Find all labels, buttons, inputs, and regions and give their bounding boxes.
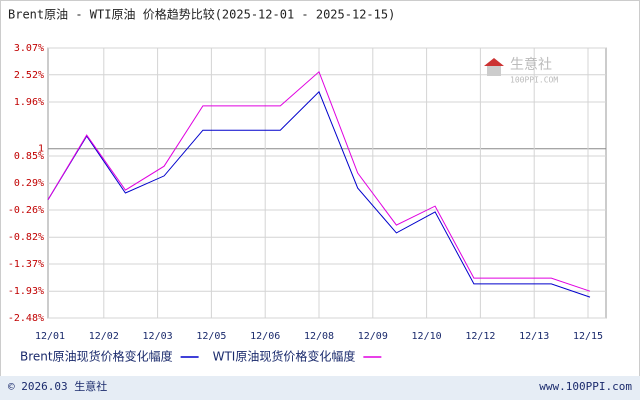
y-tick-label: 3.07% bbox=[14, 43, 44, 54]
y-tick-label: -1.37% bbox=[8, 259, 44, 270]
x-tick-label: 12/13 bbox=[519, 331, 549, 342]
x-tick-label: 12/10 bbox=[412, 331, 442, 342]
footer-band bbox=[0, 376, 640, 400]
legend-label: Brent原油现货价格变化幅度 bbox=[20, 349, 173, 364]
y-tick-label: -1.93% bbox=[8, 286, 44, 297]
y-tick-label: 1 bbox=[38, 144, 44, 155]
x-tick-label: 12/15 bbox=[573, 331, 603, 342]
legend-label: WTI原油现货价格变化幅度 bbox=[213, 349, 356, 364]
watermark-site: 100PPI.COM bbox=[510, 76, 558, 85]
y-tick-label: -0.26% bbox=[8, 205, 44, 216]
x-tick-label: 12/03 bbox=[143, 331, 173, 342]
x-tick-label: 12/02 bbox=[89, 331, 119, 342]
y-tick-label: -0.82% bbox=[8, 232, 44, 243]
x-tick-label: 12/05 bbox=[196, 331, 226, 342]
logo-house bbox=[487, 66, 501, 76]
x-tick-label: 12/09 bbox=[358, 331, 388, 342]
x-tick-label: 12/12 bbox=[465, 331, 495, 342]
watermark: 生意社 100PPI.COM bbox=[484, 56, 558, 85]
y-tick-label: 0.85% bbox=[14, 151, 44, 162]
series-line bbox=[47, 70, 591, 292]
x-tick-label: 12/06 bbox=[250, 331, 280, 342]
x-tick-label: 12/01 bbox=[35, 331, 65, 342]
y-tick-label: -2.48% bbox=[8, 313, 44, 324]
footer-right: www.100PPI.com bbox=[539, 380, 632, 393]
chart-title: Brent原油 - WTI原油 价格趋势比较(2025-12-01 - 2025… bbox=[8, 7, 395, 22]
series-line bbox=[47, 90, 591, 298]
x-tick-label: 12/08 bbox=[304, 331, 334, 342]
footer-left: © 2026.03 生意社 bbox=[8, 379, 107, 393]
y-tick-label: 1.96% bbox=[14, 97, 44, 108]
logo-roof bbox=[484, 58, 504, 66]
y-tick-label: 2.52% bbox=[14, 70, 44, 81]
watermark-brand: 生意社 bbox=[510, 56, 552, 73]
y-tick-label: 0.29% bbox=[14, 178, 44, 189]
